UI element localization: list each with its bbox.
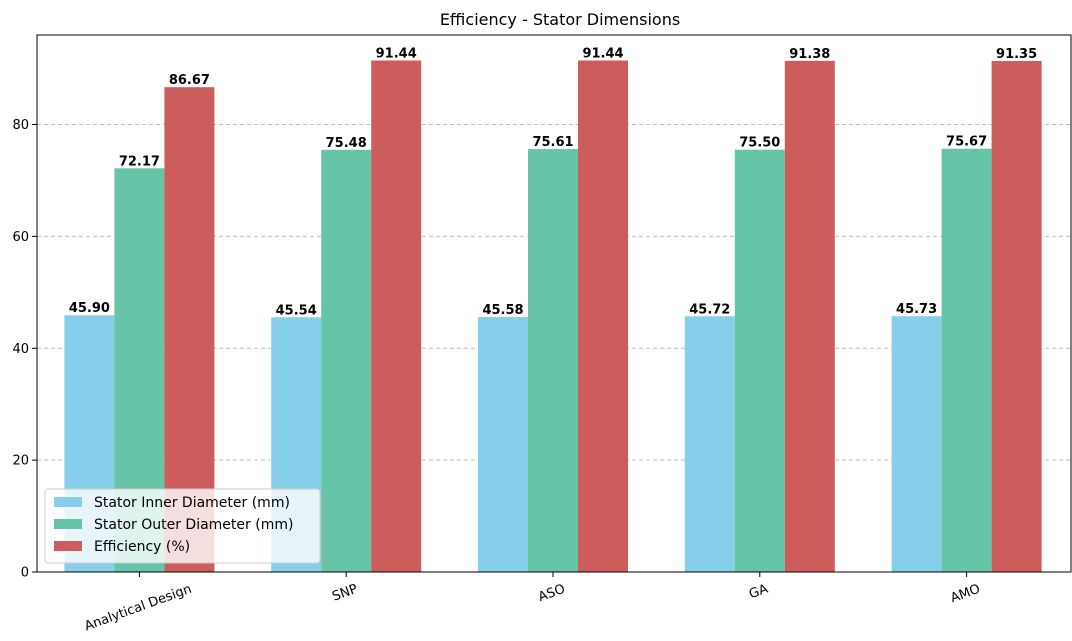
data-label: 45.72: [689, 302, 730, 317]
data-label: 91.44: [582, 47, 623, 62]
data-label: 91.35: [996, 47, 1037, 62]
data-label: 75.61: [532, 135, 573, 150]
y-tick-label: 0: [21, 566, 29, 581]
data-label: 75.50: [739, 136, 780, 151]
y-tick-label: 60: [12, 230, 29, 245]
legend-label: Stator Inner Diameter (mm): [94, 495, 290, 511]
bar: [784, 60, 835, 572]
bar: [478, 317, 528, 572]
data-labels: 45.90 72.17 86.67 45.54 75.48 91.44 45.58 75.61…: [69, 47, 1037, 319]
bar: [371, 60, 422, 572]
bar: [991, 61, 1042, 573]
y-tick-label: 40: [12, 342, 29, 357]
bar: [684, 316, 735, 572]
legend-swatch: [54, 519, 82, 529]
data-label: 86.67: [169, 73, 210, 88]
legend-label: Stator Outer Diameter (mm): [94, 517, 293, 533]
x-tick-label: AMO: [949, 582, 983, 606]
bar: [528, 149, 578, 572]
chart-title: Efficiency - Stator Dimensions: [440, 10, 680, 29]
bar: [578, 60, 628, 572]
y-tick-label: 80: [12, 118, 29, 133]
bar: [941, 148, 992, 572]
bar: [734, 149, 785, 572]
legend-label: Efficiency (%): [94, 539, 190, 555]
legend-swatch: [54, 497, 82, 507]
x-axis: Analytical Design SNP ASO GA AMO: [83, 572, 983, 635]
data-label: 45.54: [276, 303, 317, 318]
bar: [891, 316, 942, 572]
data-label: 91.44: [376, 47, 417, 62]
data-label: 75.48: [326, 136, 367, 151]
bar: [321, 149, 372, 572]
x-tick-label: Analytical Design: [83, 582, 194, 635]
data-label: 45.73: [896, 302, 937, 317]
y-tick-label: 20: [12, 454, 29, 469]
legend: Stator Inner Diameter (mm) Stator Outer D…: [44, 488, 321, 564]
data-label: 72.17: [119, 154, 160, 169]
x-tick-label: GA: [747, 582, 770, 603]
legend-swatch: [54, 541, 82, 551]
x-tick-label: SNP: [330, 582, 360, 605]
data-label: 91.38: [789, 47, 830, 62]
plot-frame: [36, 34, 1072, 573]
data-label: 45.58: [482, 303, 523, 318]
y-axis: 0 20 40 60 80: [12, 118, 37, 581]
data-label: 45.90: [69, 301, 110, 316]
x-tick-label: ASO: [536, 582, 567, 605]
data-label: 75.67: [946, 135, 987, 150]
legend-box: [44, 488, 321, 564]
